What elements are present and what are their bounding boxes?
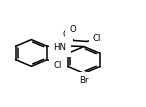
Text: O: O <box>69 25 76 34</box>
Text: HN: HN <box>54 43 67 52</box>
Text: Cl: Cl <box>54 61 62 70</box>
Text: Cl: Cl <box>93 34 101 43</box>
Text: Br: Br <box>79 76 89 85</box>
Text: O: O <box>62 30 69 39</box>
